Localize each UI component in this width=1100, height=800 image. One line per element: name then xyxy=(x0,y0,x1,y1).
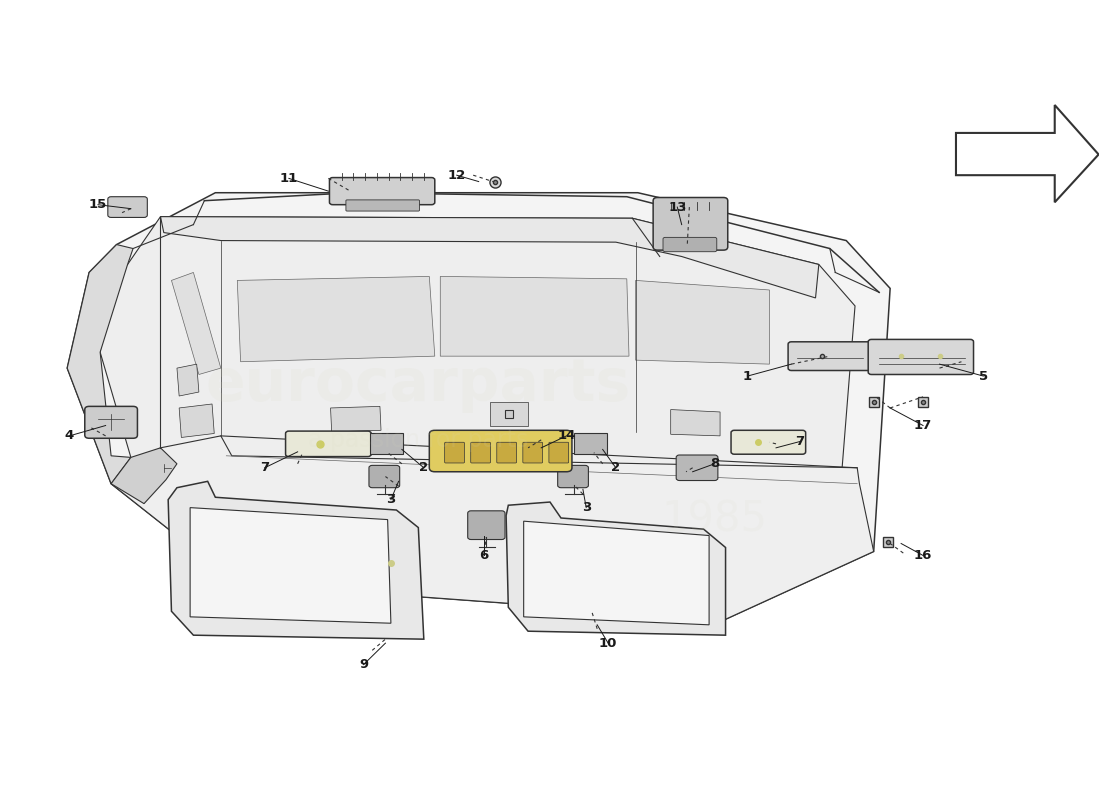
Text: 1: 1 xyxy=(742,370,752,382)
Text: 16: 16 xyxy=(914,549,932,562)
FancyBboxPatch shape xyxy=(663,238,717,252)
Polygon shape xyxy=(179,404,214,438)
Polygon shape xyxy=(238,277,434,362)
FancyBboxPatch shape xyxy=(676,455,718,481)
FancyBboxPatch shape xyxy=(522,442,542,463)
Text: 5: 5 xyxy=(979,370,988,382)
Polygon shape xyxy=(177,364,199,396)
Polygon shape xyxy=(67,245,133,484)
FancyBboxPatch shape xyxy=(549,442,569,463)
Text: 14: 14 xyxy=(558,430,575,442)
FancyBboxPatch shape xyxy=(471,442,491,463)
Polygon shape xyxy=(331,406,381,432)
Text: 15: 15 xyxy=(89,198,107,211)
FancyBboxPatch shape xyxy=(429,430,572,472)
Polygon shape xyxy=(111,448,177,504)
FancyBboxPatch shape xyxy=(85,406,138,438)
Text: a passion for parts: a passion for parts xyxy=(308,428,528,452)
Text: 6: 6 xyxy=(480,549,488,562)
FancyBboxPatch shape xyxy=(732,430,805,454)
Text: 2: 2 xyxy=(419,462,428,474)
FancyBboxPatch shape xyxy=(444,442,464,463)
Polygon shape xyxy=(636,281,769,364)
Text: 10: 10 xyxy=(600,637,617,650)
FancyBboxPatch shape xyxy=(653,198,728,250)
FancyBboxPatch shape xyxy=(574,434,607,454)
FancyBboxPatch shape xyxy=(330,178,434,205)
Text: 3: 3 xyxy=(582,501,591,514)
FancyBboxPatch shape xyxy=(108,197,147,218)
FancyBboxPatch shape xyxy=(868,339,974,374)
Text: 11: 11 xyxy=(279,172,298,185)
Polygon shape xyxy=(168,482,424,639)
Polygon shape xyxy=(161,217,818,298)
Polygon shape xyxy=(506,502,726,635)
Polygon shape xyxy=(956,105,1099,202)
Text: 9: 9 xyxy=(359,658,369,671)
Polygon shape xyxy=(490,402,528,426)
Polygon shape xyxy=(524,521,710,625)
FancyBboxPatch shape xyxy=(468,511,505,539)
Text: 7: 7 xyxy=(261,462,270,474)
Text: 2: 2 xyxy=(612,462,620,474)
FancyBboxPatch shape xyxy=(558,466,589,488)
FancyBboxPatch shape xyxy=(497,442,517,463)
Polygon shape xyxy=(100,217,855,585)
Text: 7: 7 xyxy=(795,435,805,448)
Text: 3: 3 xyxy=(386,493,396,506)
FancyBboxPatch shape xyxy=(370,434,403,454)
FancyBboxPatch shape xyxy=(368,466,399,488)
Polygon shape xyxy=(190,508,390,623)
Polygon shape xyxy=(440,277,629,356)
Polygon shape xyxy=(671,410,720,436)
FancyBboxPatch shape xyxy=(286,431,371,457)
FancyBboxPatch shape xyxy=(345,200,419,211)
Text: 17: 17 xyxy=(914,419,932,432)
Text: 1985: 1985 xyxy=(661,498,768,541)
Text: eurocarparts: eurocarparts xyxy=(206,355,631,413)
Text: 12: 12 xyxy=(448,169,466,182)
FancyBboxPatch shape xyxy=(788,342,871,370)
Text: 4: 4 xyxy=(65,430,74,442)
Polygon shape xyxy=(111,436,873,619)
Text: 8: 8 xyxy=(710,458,719,470)
Text: 13: 13 xyxy=(668,201,686,214)
Polygon shape xyxy=(172,273,221,374)
Polygon shape xyxy=(67,193,890,619)
